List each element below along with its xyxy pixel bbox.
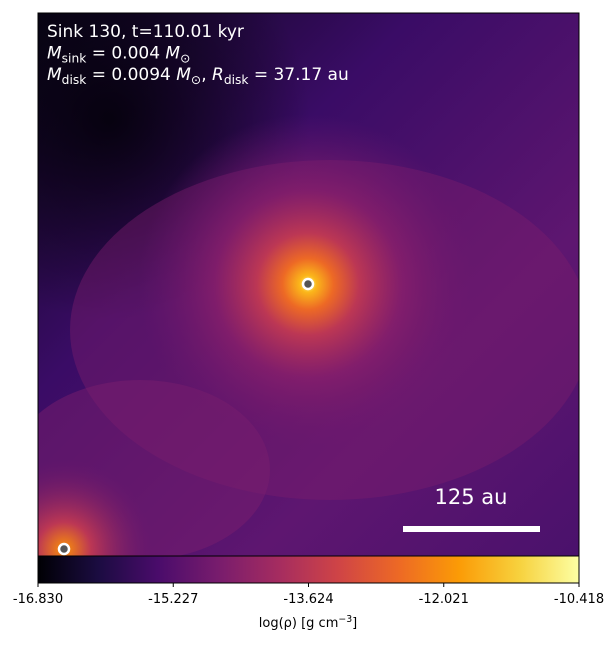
density-image <box>38 13 579 556</box>
text-piece: = 0.0094 <box>86 65 176 85</box>
text-piece: ] <box>352 616 357 631</box>
colorbar-tick-label: -10.418 <box>554 592 604 607</box>
text-piece: = 0.004 <box>86 44 165 64</box>
colorbar-tick-label: -16.830 <box>13 592 63 607</box>
text-piece: sink <box>62 52 88 66</box>
text-piece: M <box>47 65 62 85</box>
text-piece: log(ρ) [g cm <box>259 616 339 631</box>
colorbar-ticks: -16.830 -15.227 -13.624 -12.021 -10.418 <box>13 583 604 607</box>
colorbar-tick-label: -15.227 <box>148 592 198 607</box>
info-line: Mdisk = 0.0094 M⊙, Rdisk = 37.17 au <box>47 65 349 87</box>
text-piece: ⊙ <box>191 73 201 87</box>
text-piece: −3 <box>338 614 352 625</box>
text-piece: disk <box>62 73 88 87</box>
text-piece: M <box>176 65 191 85</box>
sink-marker <box>57 542 71 556</box>
colorbar-label: log(ρ) [g cm−3] <box>259 614 357 631</box>
text-piece: R <box>212 65 224 85</box>
text-piece: , <box>201 65 212 85</box>
text-piece: ⊙ <box>180 52 190 66</box>
colorbar-tick-label: -12.021 <box>419 592 469 607</box>
text-piece: Sink 130, t=110.01 kyr <box>47 22 244 42</box>
info-line: Sink 130, t=110.01 kyr <box>47 22 244 42</box>
colorbar <box>37 555 580 584</box>
colorbar-tick-label: -13.624 <box>283 592 333 607</box>
sink-marker <box>301 277 315 291</box>
text-piece: M <box>47 44 62 64</box>
text-piece: M <box>165 44 180 64</box>
text-piece: disk <box>224 73 250 87</box>
info-line: Msink = 0.004 M⊙ <box>47 44 190 66</box>
scale-bar-label: 125 au <box>435 485 508 509</box>
text-piece: = 37.17 au <box>248 65 348 85</box>
